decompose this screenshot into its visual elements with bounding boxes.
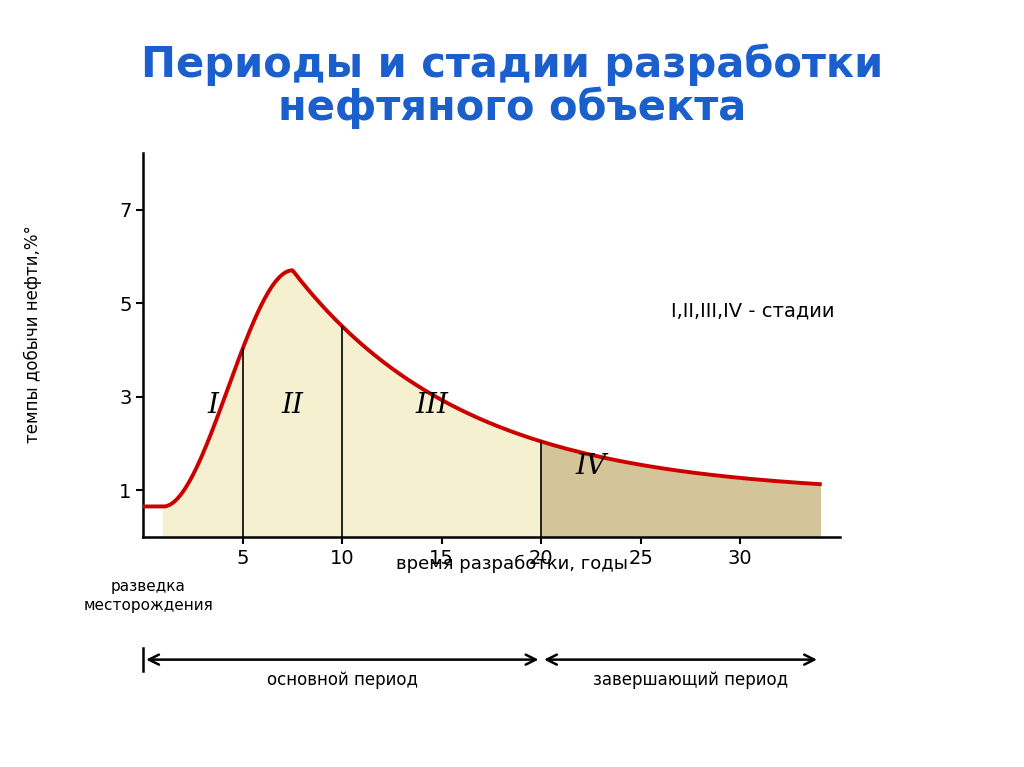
Text: нефтяного объекта: нефтяного объекта (278, 86, 746, 129)
Text: темпы добычи нефти,%°: темпы добычи нефти,%° (24, 225, 42, 443)
Text: разведка
месторождения: разведка месторождения (84, 579, 213, 613)
Text: III: III (416, 393, 449, 420)
Text: завершающий период: завершающий период (593, 671, 788, 689)
Text: основной период: основной период (267, 671, 418, 689)
Text: II: II (282, 393, 303, 420)
Text: время разработки, годы: время разработки, годы (396, 555, 628, 573)
Text: IV: IV (575, 453, 606, 480)
Text: Периоды и стадии разработки: Периоды и стадии разработки (141, 44, 883, 87)
Text: I: I (208, 393, 218, 420)
Text: I,II,III,IV - стадии: I,II,III,IV - стадии (671, 301, 835, 320)
